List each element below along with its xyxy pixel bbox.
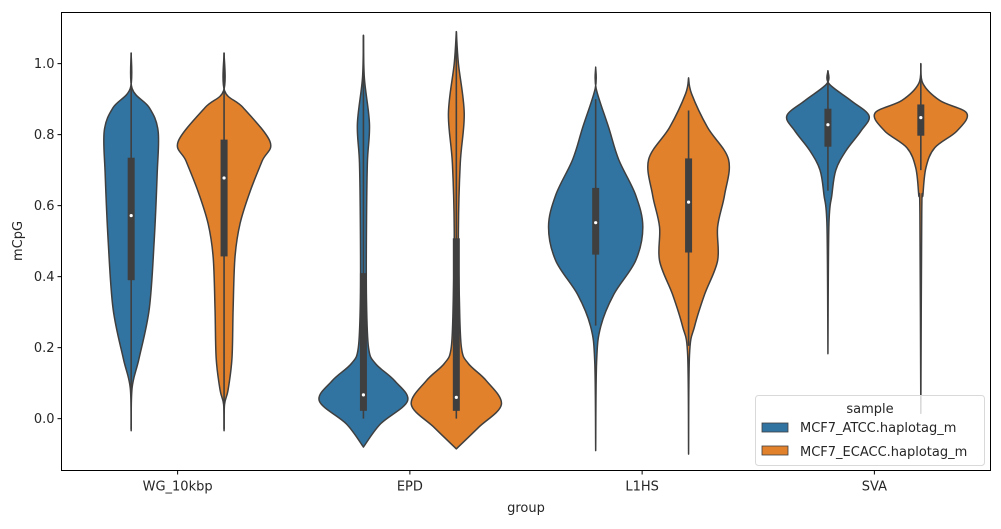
legend: sample MCF7_ATCC.haplotag_m MCF7_ECACC.h…	[755, 395, 985, 466]
legend-swatch	[761, 422, 789, 433]
median-point	[361, 393, 366, 397]
violin-L1HS-1	[647, 77, 731, 455]
iqr-box	[917, 104, 925, 136]
x-tick-label: SVA	[862, 480, 887, 495]
y-tick-label: 0.4	[34, 270, 55, 285]
median-point	[594, 221, 598, 225]
iqr-box	[824, 108, 832, 147]
x-tick-label: WG_10kbp	[143, 480, 213, 495]
violin-EPD-0	[318, 34, 409, 448]
violin-SVA-0	[785, 69, 871, 355]
violins-layer	[102, 30, 969, 455]
y-tick-label: 0.0	[34, 412, 55, 427]
median-point	[222, 176, 226, 180]
violin-SVA-1	[873, 62, 969, 415]
y-tick-label: 0.8	[34, 128, 55, 143]
violin-body	[785, 69, 871, 355]
y-axis-label: mCpG	[11, 221, 26, 261]
median-point	[454, 395, 458, 399]
iqr-box	[127, 157, 135, 281]
y-tick-label: 0.2	[34, 341, 55, 356]
legend-label: MCF7_ATCC.haplotag_m	[800, 421, 956, 436]
x-tick-label: L1HS	[625, 480, 659, 495]
violin-L1HS-0	[547, 66, 644, 452]
violin-WG_10kbp-1	[176, 52, 272, 432]
x-axis: WG_10kbp EPD L1HS SVA	[143, 470, 887, 495]
median-point	[129, 213, 133, 218]
median-point	[686, 200, 691, 204]
violin-WG_10kbp-0	[102, 52, 160, 432]
y-tick-label: 1.0	[34, 57, 55, 72]
legend-frame	[755, 395, 985, 466]
axes-frame	[61, 12, 991, 471]
iqr-box	[685, 158, 693, 253]
x-tick-label: EPD	[397, 480, 423, 495]
median-point	[919, 115, 923, 120]
iqr-box	[220, 139, 228, 257]
legend-swatch	[761, 445, 789, 456]
iqr-box	[359, 273, 367, 411]
violin-EPD-1	[410, 30, 503, 450]
iqr-box	[452, 238, 460, 411]
legend-title: sample	[846, 402, 893, 417]
legend-label: MCF7_ECACC.haplotag_m	[800, 445, 967, 460]
x-axis-label: group	[507, 501, 545, 516]
y-tick-label: 0.6	[34, 199, 55, 214]
median-point	[826, 123, 830, 127]
y-axis: 0.0 0.2 0.4 0.6 0.8 1.0	[34, 57, 62, 427]
